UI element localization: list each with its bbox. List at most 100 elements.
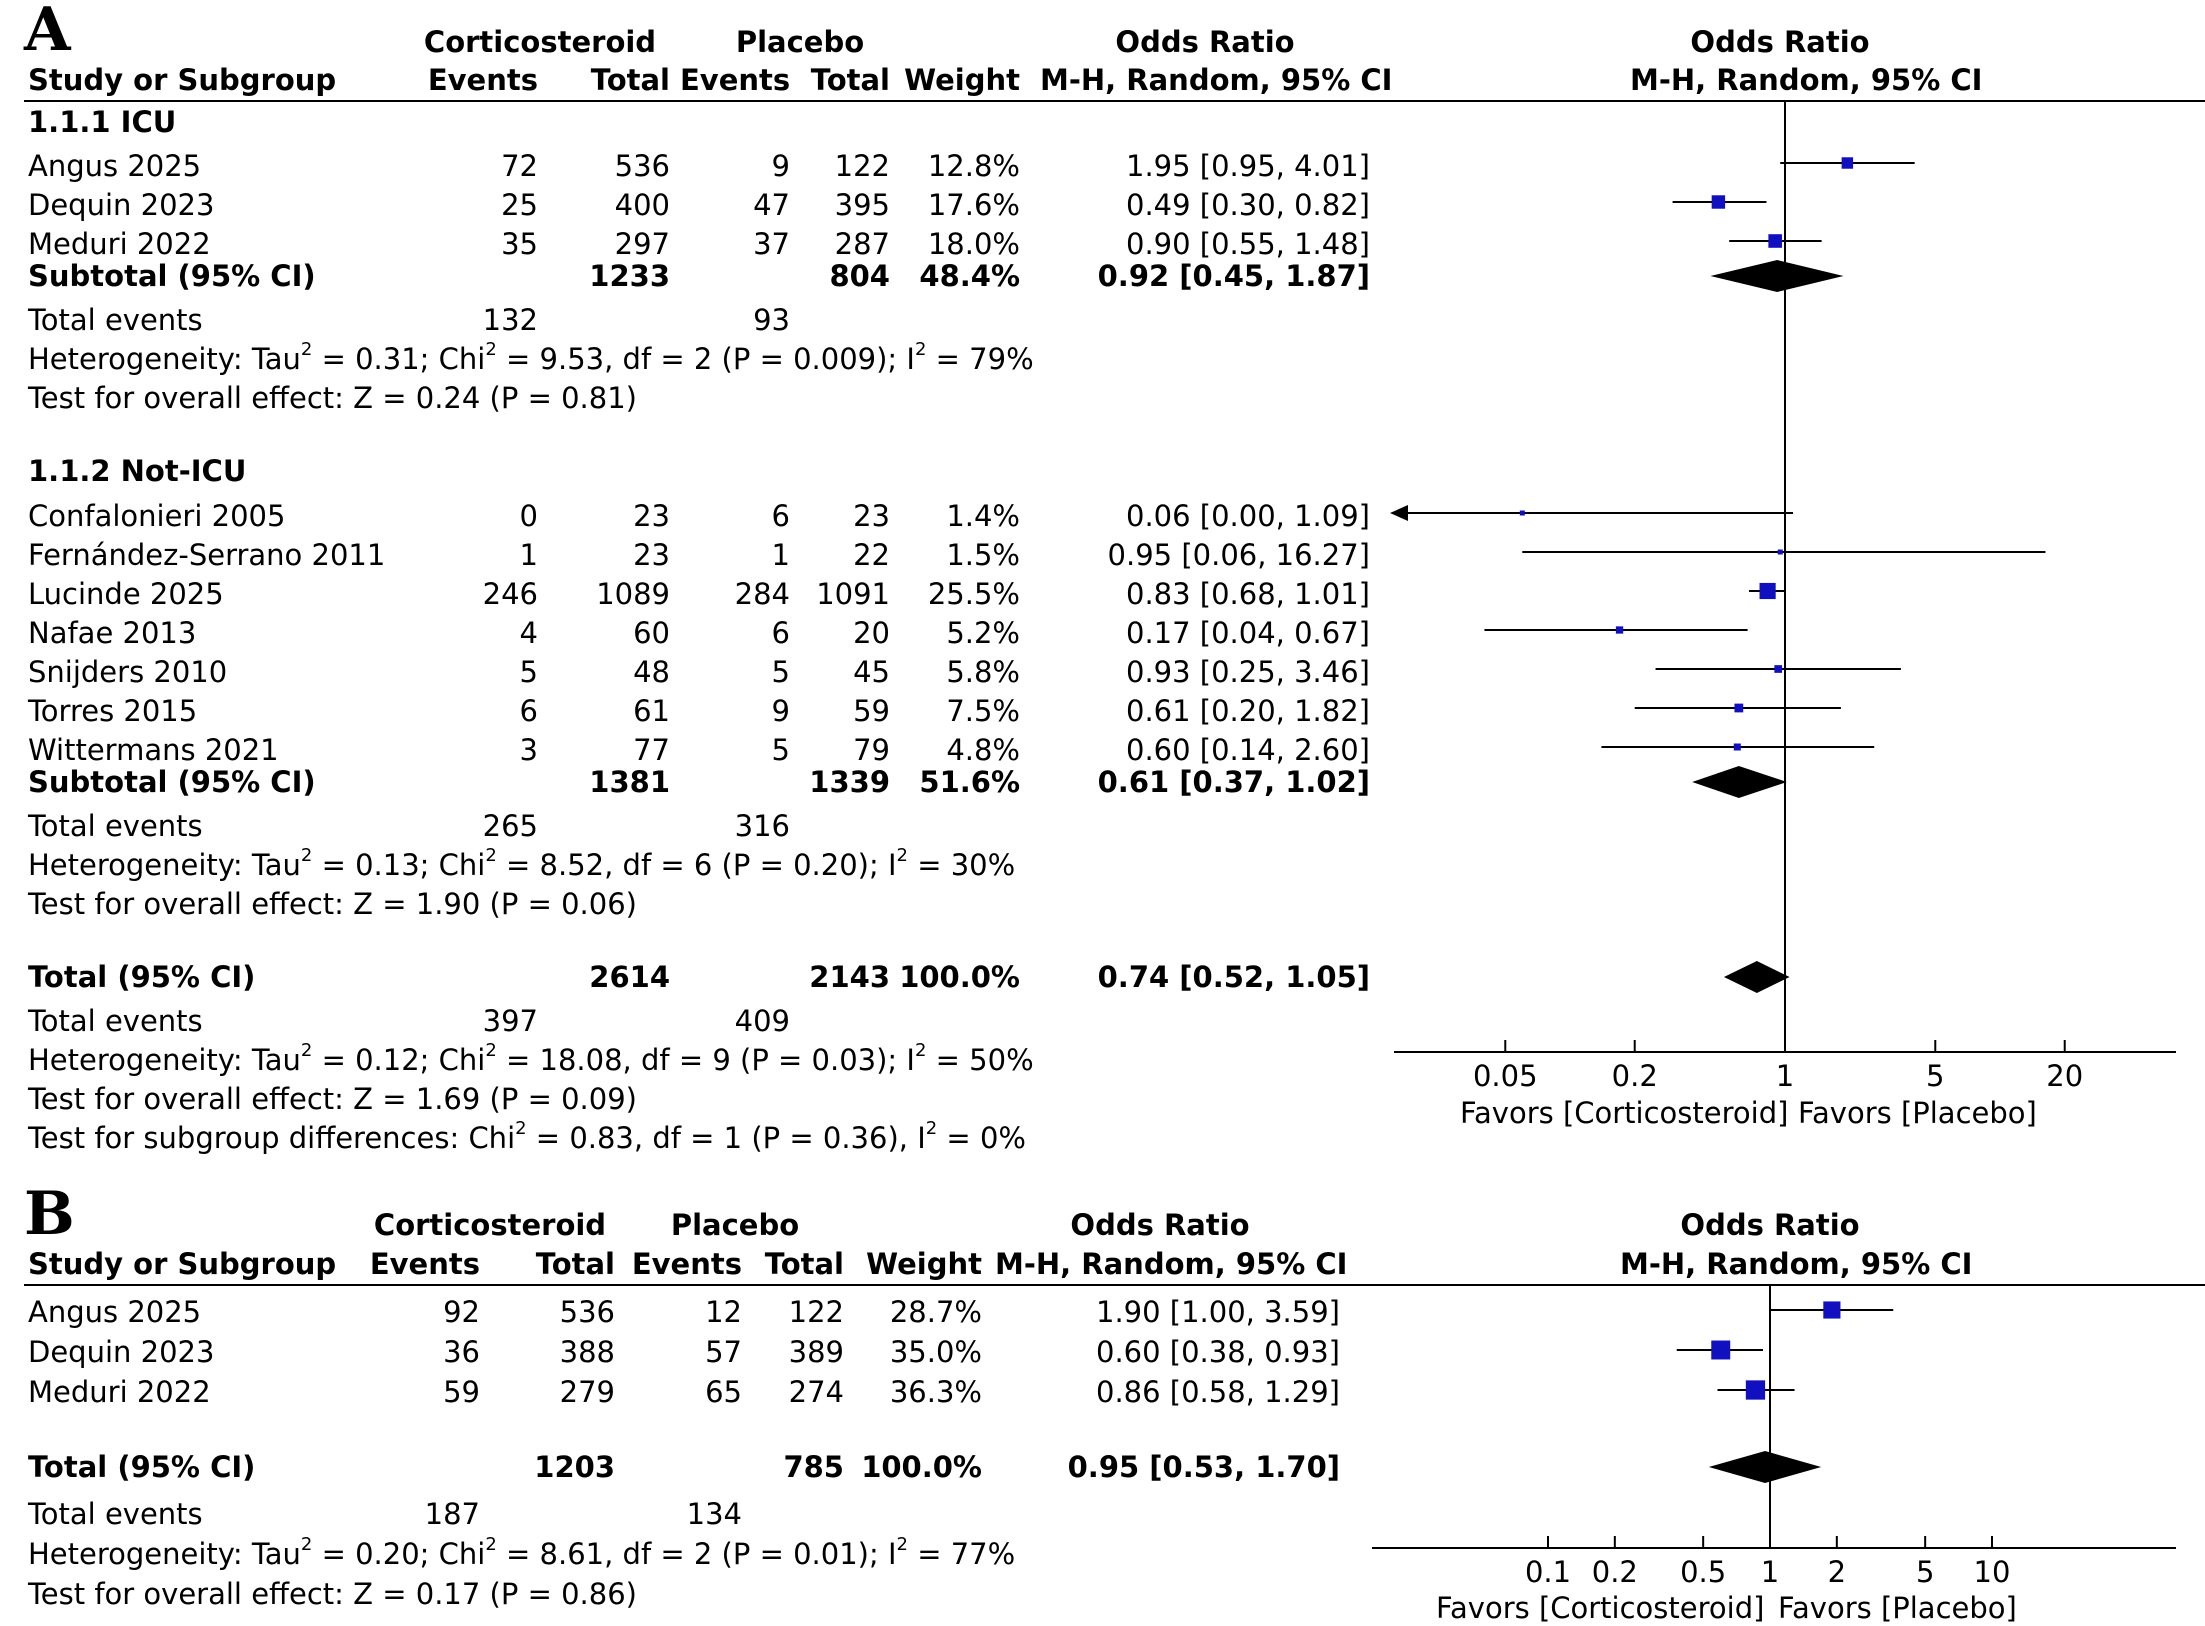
ci-cell: 0.49 [0.30, 0.82] (1126, 188, 1370, 222)
total1-cell: 536 (614, 149, 670, 183)
weight-cell: 17.6% (927, 188, 1020, 222)
total2-cell: 1091 (816, 577, 890, 611)
total1-cell: 279 (559, 1375, 615, 1409)
events1-cell: 36 (443, 1335, 480, 1369)
events1-cell: 92 (443, 1295, 480, 1329)
or-method-header: M-H, Random, 95% CI (1040, 63, 1393, 97)
total2-cell: 79 (853, 733, 890, 767)
weight-cell: 4.8% (946, 733, 1020, 767)
events2-cell: 6 (771, 499, 790, 533)
weight-cell: 1.5% (946, 538, 1020, 572)
study-marker (1745, 1380, 1766, 1400)
group2-header: Placebo (670, 1208, 800, 1242)
events1-cell: 5 (519, 655, 538, 689)
ci-arrow (1390, 505, 1408, 521)
total-label: Total (95% CI) (28, 960, 256, 994)
panel-b-letter: B (24, 1179, 75, 1249)
total-events-e2: 316 (734, 809, 790, 843)
x-tick-label: 0.1 (1525, 1555, 1571, 1589)
events1-cell: 35 (501, 227, 538, 261)
total1-cell: 536 (559, 1295, 615, 1329)
x-tick-label: 1 (1776, 1059, 1794, 1093)
total2-cell: 389 (788, 1335, 844, 1369)
weight-cell: 5.2% (946, 616, 1020, 650)
total1-cell: 77 (633, 733, 670, 767)
total-ci: 0.74 [0.52, 1.05] (1097, 960, 1370, 994)
events1-cell: 1 (519, 538, 538, 572)
total2-cell: 20 (853, 616, 890, 650)
total2-cell: 122 (788, 1295, 844, 1329)
subgroup-difference-text: Test for subgroup differences: Chi2 = 0.… (28, 1118, 1026, 1155)
weight-cell: 28.7% (889, 1295, 982, 1329)
overall-effect-text: Test for overall effect: Z = 1.90 (P = 0… (28, 887, 637, 921)
heterogeneity-text: Heterogeneity: Tau2 = 0.31; Chi2 = 9.53,… (28, 339, 1034, 376)
total1-cell: 48 (633, 655, 670, 689)
x-tick-label: 5 (1926, 1059, 1944, 1093)
subgroup-label-not-icu: 1.1.2 Not-ICU (28, 454, 247, 488)
subtotal-total1: 1381 (589, 765, 670, 799)
events2-cell: 9 (771, 694, 790, 728)
total-events-e1: 397 (482, 1004, 538, 1038)
study-marker (1841, 157, 1854, 169)
weight-cell: 12.8% (927, 149, 1020, 183)
study-name: Dequin 2023 (28, 188, 215, 222)
events2-cell: 47 (753, 188, 790, 222)
total-total1: 2614 (589, 960, 670, 994)
ci-cell: 0.83 [0.68, 1.01] (1126, 577, 1370, 611)
total1-cell: 1089 (596, 577, 670, 611)
study-name: Snijders 2010 (28, 655, 228, 689)
total-events-e2: 93 (753, 303, 790, 337)
events2-cell: 5 (771, 655, 790, 689)
events1-cell: 4 (519, 616, 538, 650)
study-marker (1711, 1340, 1731, 1360)
or-method-header: M-H, Random, 95% CI (995, 1247, 1348, 1281)
events1-cell: 25 (501, 188, 538, 222)
weight-cell: 18.0% (927, 227, 1020, 261)
weight-col-header: Weight (866, 1247, 982, 1281)
total-weight: 100.0% (899, 960, 1020, 994)
events1-cell: 72 (501, 149, 538, 183)
total1-cell: 23 (633, 538, 670, 572)
x-tick-label: 1 (1761, 1555, 1779, 1589)
total-total2: 2143 (809, 960, 890, 994)
total2-col-header: Total (764, 1247, 844, 1281)
weight-cell: 7.5% (946, 694, 1020, 728)
study-marker (1823, 1301, 1841, 1319)
study-name: Confalonieri 2005 (28, 499, 286, 533)
subtotal-label: Subtotal (95% CI) (28, 765, 316, 799)
total-events-label: Total events (28, 809, 203, 843)
group1-header: Corticosteroid (423, 25, 657, 59)
study-marker (1734, 703, 1744, 713)
ci-cell: 0.90 [0.55, 1.48] (1126, 227, 1370, 261)
total1-cell: 388 (559, 1335, 615, 1369)
pooled-diamond (1692, 766, 1787, 798)
x-tick-label: 2 (1828, 1555, 1846, 1589)
heterogeneity-text: Heterogeneity: Tau2 = 0.13; Chi2 = 8.52,… (28, 845, 1016, 882)
subtotal-ci: 0.61 [0.37, 1.02] (1097, 765, 1370, 799)
heterogeneity-text: Heterogeneity: Tau2 = 0.20; Chi2 = 8.61,… (28, 1534, 1016, 1571)
favors-corticosteroid-label: Favors [Corticosteroid] (1436, 1591, 1765, 1625)
events2-cell: 57 (705, 1335, 742, 1369)
subgroup-label-icu: 1.1.1 ICU (28, 105, 177, 139)
total2-cell: 23 (853, 499, 890, 533)
events1-col-header: Events (427, 63, 538, 97)
subtotal-total1: 1233 (589, 259, 670, 293)
study-marker (1733, 743, 1741, 751)
ci-cell: 1.90 [1.00, 3.59] (1096, 1295, 1340, 1329)
total-ci: 0.95 [0.53, 1.70] (1067, 1450, 1340, 1484)
weight-cell: 5.8% (946, 655, 1020, 689)
weight-cell: 36.3% (889, 1375, 982, 1409)
pooled-diamond (1723, 961, 1790, 993)
total2-cell: 45 (853, 655, 890, 689)
total2-cell: 22 (853, 538, 890, 572)
events2-col-header: Events (680, 63, 791, 97)
events2-cell: 65 (705, 1375, 742, 1409)
x-tick-label: 0.5 (1680, 1555, 1726, 1589)
total2-cell: 287 (834, 227, 890, 261)
x-tick-label: 0.2 (1612, 1059, 1658, 1093)
x-tick-label: 0.05 (1473, 1059, 1538, 1093)
total-label: Total (95% CI) (28, 1450, 256, 1484)
study-name: Angus 2025 (28, 149, 202, 183)
pooled-diamond (1708, 1451, 1822, 1483)
